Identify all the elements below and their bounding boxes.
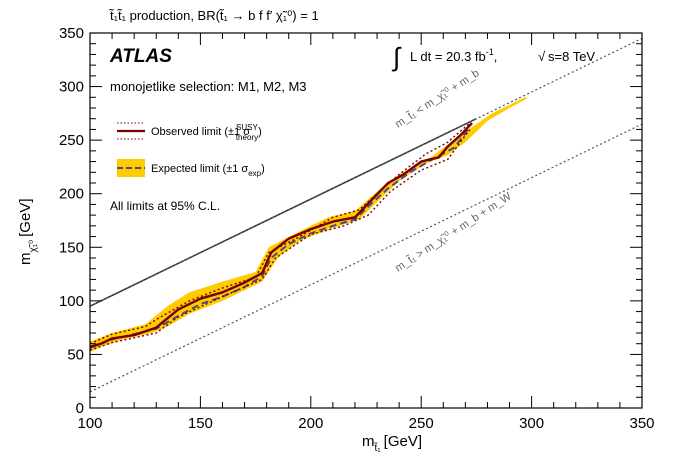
legend-observed-label: Observed limit (±1 σ	[151, 126, 250, 138]
y-axis-label-sub: χ̃₁⁰	[28, 240, 39, 253]
series-line-3	[89, 126, 471, 349]
legend-observed-sup: SUSY	[236, 123, 258, 132]
experiment-label: ATLAS	[109, 46, 172, 67]
lumi-label: ∫ L dt = 20.3 fb-1, √ s=8 TeV	[391, 42, 595, 72]
svg-text:L dt = 20.3 fb-1,: L dt = 20.3 fb-1,	[410, 47, 497, 64]
y-tick-label: 150	[59, 239, 84, 256]
legend-observed-sub: theory	[236, 133, 258, 142]
energy-label: s=8 TeV	[548, 49, 595, 64]
integral-sign: ∫	[391, 42, 402, 72]
y-tick-label: 50	[67, 346, 84, 363]
axis-ticks-layer: 100 150 200 250 300 350 0 50 100 150 200 250 300 350	[59, 25, 655, 432]
series-layer	[89, 122, 473, 351]
x-axis-label-main: m	[362, 433, 375, 450]
y-tick-label: 100	[59, 293, 84, 310]
legend-entry-observed: Observed limit (±1 σSUSY theory)	[117, 122, 262, 142]
x-tick-label: 350	[629, 415, 654, 432]
svg-text:mt̃₁[GeV]: mt̃₁ [GeV]	[362, 433, 422, 454]
x-tick-label: 150	[188, 415, 213, 432]
reference-line-1	[89, 37, 643, 307]
y-tick-label: 0	[76, 400, 84, 417]
svg-text:mχ̃₁⁰[GeV]: mχ̃₁⁰ [GeV]	[17, 199, 39, 266]
svg-text:Expected limit (±1 σexp): Expected limit (±1 σexp)	[151, 163, 265, 178]
legend-expected-label: Expected limit (±1 σ	[151, 163, 248, 175]
y-axis-label-unit: [GeV]	[17, 199, 34, 237]
x-axis-label-unit: [GeV]	[384, 433, 422, 450]
series-line-2	[89, 128, 471, 351]
diag-label-lower: m_t̃₁ > m_χ̃₁⁰ + m_b + m_W	[393, 190, 514, 275]
legend: Observed limit (±1 σSUSY theory) Expected…	[110, 122, 265, 213]
legend-expected-sub: exp	[248, 169, 261, 178]
legend-expected-end: )	[261, 163, 265, 175]
chart-title: t̃₁t̃₁ production, BR(t̃₁ → b f f′ χ̃₁⁰)…	[109, 8, 319, 23]
y-tick-label: 250	[59, 132, 84, 149]
cl-note: All limits at 95% C.L.	[110, 199, 220, 213]
lumi-sup: -1	[486, 47, 494, 57]
x-tick-label: 300	[519, 415, 544, 432]
legend-entry-expected: Expected limit (±1 σexp)	[117, 159, 265, 178]
x-axis-label-sub: t̃₁	[373, 442, 381, 454]
legend-observed-end: )	[258, 126, 262, 138]
y-tick-label: 300	[59, 79, 84, 96]
expected-band-layer	[90, 97, 528, 353]
reference-line-2	[89, 123, 643, 393]
y-tick-label: 350	[59, 25, 84, 42]
x-tick-label: 250	[409, 415, 434, 432]
y-axis-label-main: m	[17, 253, 34, 266]
series-line-1	[89, 122, 471, 345]
x-tick-label: 200	[298, 415, 323, 432]
reference-lines-layer	[89, 37, 643, 393]
y-tick-label: 200	[59, 186, 84, 203]
plot-frame	[89, 32, 643, 409]
selection-label: monojetlike selection: M1, M2, M3	[110, 79, 307, 94]
y-axis-label: mχ̃₁⁰ [GeV]	[17, 199, 39, 266]
reference-line-0	[89, 118, 477, 307]
expected-band	[90, 97, 528, 353]
x-tick-label: 100	[77, 415, 102, 432]
x-axis-label: mt̃₁ [GeV]	[362, 433, 422, 454]
lumi-text: L dt = 20.3 fb	[410, 49, 486, 64]
diag-label-upper: m_t̃₁ < m_χ̃₁⁰ + m_b	[393, 67, 482, 131]
sqrt-sign: √	[538, 49, 546, 64]
series-line-0	[89, 122, 473, 349]
